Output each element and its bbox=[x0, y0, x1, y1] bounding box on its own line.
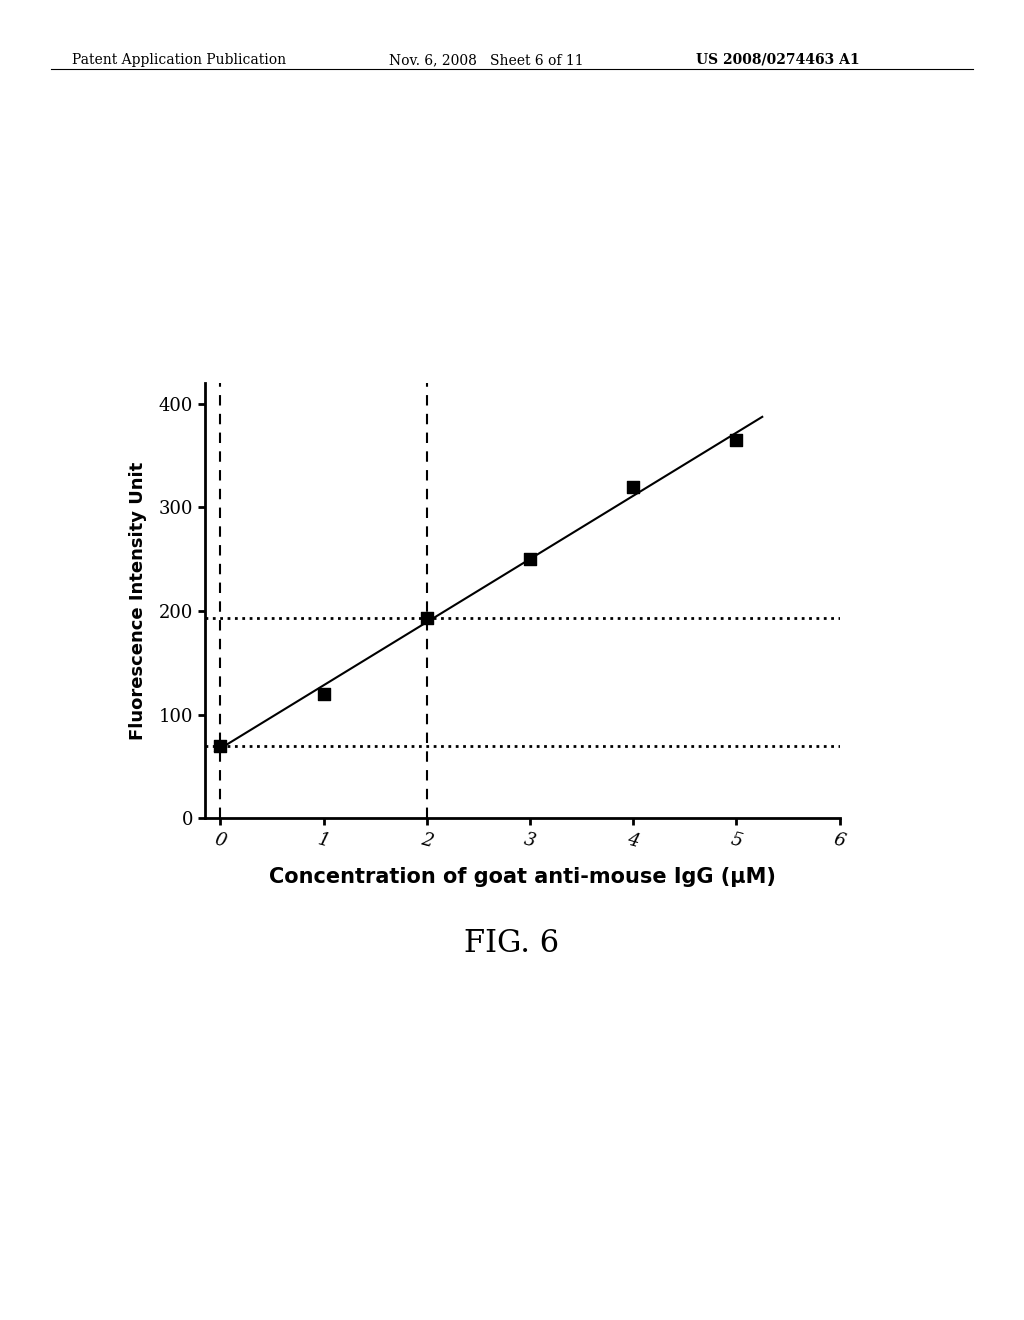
Text: Nov. 6, 2008   Sheet 6 of 11: Nov. 6, 2008 Sheet 6 of 11 bbox=[389, 53, 584, 67]
Point bbox=[315, 684, 332, 705]
Point bbox=[212, 735, 228, 756]
X-axis label: Concentration of goat anti-mouse IgG (μM): Concentration of goat anti-mouse IgG (μM… bbox=[269, 867, 775, 887]
Text: FIG. 6: FIG. 6 bbox=[465, 928, 559, 960]
Y-axis label: Fluorescence Intensity Unit: Fluorescence Intensity Unit bbox=[129, 462, 147, 739]
Point bbox=[625, 477, 641, 498]
Point bbox=[522, 549, 539, 570]
Text: Patent Application Publication: Patent Application Publication bbox=[72, 53, 286, 67]
Point bbox=[419, 607, 435, 628]
Point bbox=[728, 429, 744, 450]
Text: US 2008/0274463 A1: US 2008/0274463 A1 bbox=[696, 53, 860, 67]
